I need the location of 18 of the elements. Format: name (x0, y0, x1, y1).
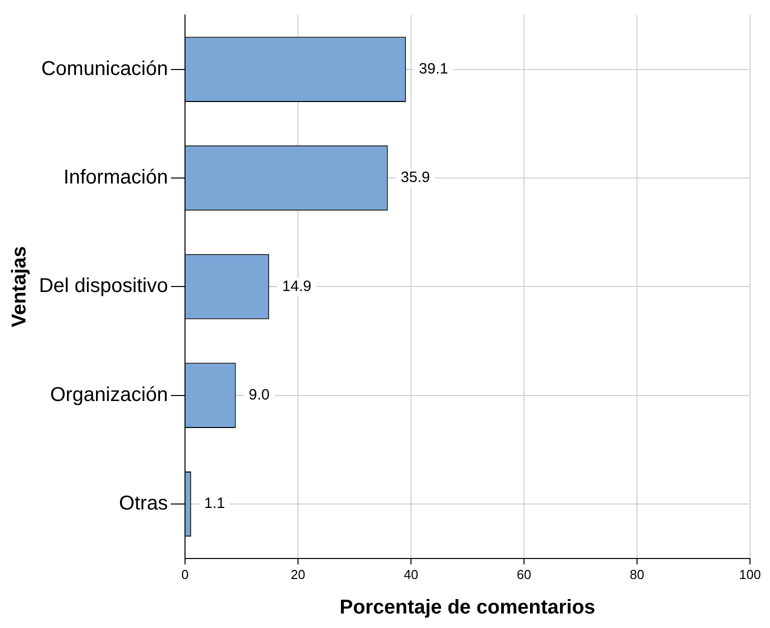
x-axis-title: Porcentaje de comentarios (340, 596, 596, 619)
y-tick-label: Del dispositivo (38, 275, 168, 298)
data-label: 35.9 (400, 169, 430, 186)
x-tick-label: 40 (404, 566, 418, 582)
data-label: 9.0 (248, 386, 270, 404)
y-tick-label: Información (63, 166, 168, 189)
x-tick-label: 0 (181, 566, 189, 582)
y-tick-label: Organización (50, 384, 168, 406)
x-tick-label: 60 (516, 566, 532, 582)
y-tick-label: Otras (119, 492, 168, 515)
y-tick-label: Comunicación (41, 58, 168, 80)
y-axis-title: Ventajas (8, 246, 31, 328)
x-tick-label: 80 (630, 566, 644, 582)
data-label: 14.9 (282, 278, 312, 295)
x-tick-label: 100 (739, 566, 761, 582)
data-label: 1.1 (204, 495, 226, 512)
data-label: 39.1 (418, 60, 448, 78)
x-tick-label: 20 (290, 566, 306, 582)
